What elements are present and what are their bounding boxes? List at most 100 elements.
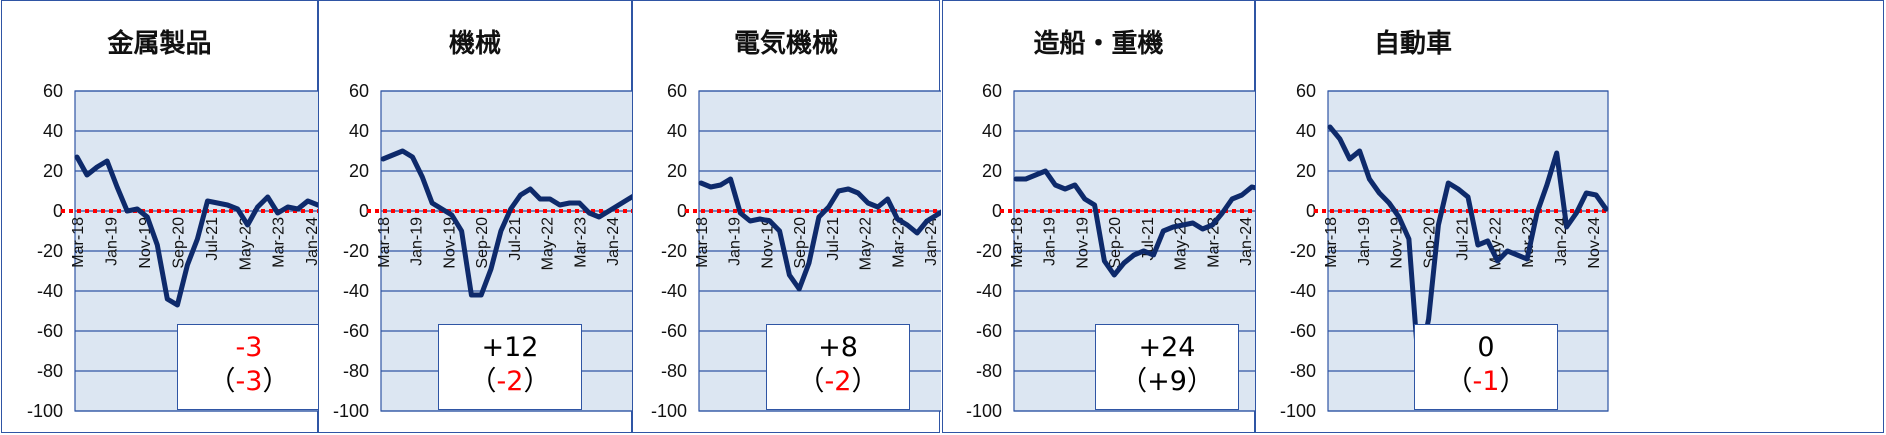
x-tick-label: Sep-20 [474,217,491,269]
x-tick-label: Nov-19 [759,217,776,269]
y-tick-label: -40 [661,281,687,301]
data-point [708,185,713,189]
x-tick-label: Jul-21 [1454,217,1471,261]
x-tick-label: Sep-20 [1107,217,1124,269]
data-point [1377,191,1382,195]
data-point [205,199,210,203]
data-point [924,219,929,223]
data-point [1092,203,1097,207]
data-point [1180,223,1185,227]
data-point [699,181,703,185]
di-change-value: +9 [1147,366,1187,397]
data-point [449,213,454,217]
x-tick-label: May-22 [540,217,557,270]
data-point [797,287,802,291]
y-tick-label: 40 [349,121,369,141]
data-point [1082,197,1087,201]
y-tick-label: 20 [1296,161,1316,181]
y-tick-label: 0 [992,201,1002,221]
data-point [728,177,733,181]
di-value: -3 [235,332,263,363]
y-tick-label: 0 [677,201,687,221]
data-point [1122,261,1127,265]
data-point [195,237,200,241]
panel-automobiles: 自動車 60 40 20 0 -20 -40 -60 -80 -100 Mar-18 Jan-19 N… [1255,0,1884,433]
data-point [305,199,310,203]
data-point [479,293,484,297]
x-tick-label: Mar-18 [694,217,711,268]
x-tick-label: Sep-20 [792,217,809,269]
panel-shipbuilding-heavy-machinery: 造船・重機 60 40 20 0 -20 -40 -60 -80 -100 Mar-18 Jan-1… [942,0,1256,433]
panel-metal-products: 金属製品 60 40 20 0 -20 -40 -60 -80 -100 Mar-18 Jan-19… [1,0,321,433]
x-tick-label: Jul-21 [507,217,524,261]
y-tick-label: -20 [661,241,687,261]
data-point [616,203,621,207]
data-point [1525,257,1530,261]
x-tick-label: Jul-21 [825,217,842,261]
panel-electrical-machinery: 電気機械 60 40 20 0 -20 -40 -60 -80 -100 Mar-18 Jan-19… [632,0,941,433]
data-point [75,155,79,159]
y-tick-label: 60 [43,81,63,101]
data-point [1554,151,1559,155]
data-point [1367,177,1372,181]
y-tick-label: -80 [1290,361,1316,381]
data-point [718,183,723,187]
data-point [1033,173,1038,177]
y-tick-label: -40 [37,281,63,301]
data-point [757,217,762,221]
data-point [439,207,444,211]
data-point [787,273,792,277]
y-tick-label: 40 [667,121,687,141]
data-point [1347,157,1352,161]
x-tick-label: Mar-18 [70,217,87,268]
panel-title: 電気機械 [733,28,838,58]
di-callout: +12 （-2） [438,324,582,410]
y-tick-label: -80 [343,361,369,381]
data-point [255,205,260,209]
data-point [557,203,562,207]
data-point [915,231,920,235]
data-point [1515,253,1520,257]
data-point [1190,221,1195,225]
panel-title: 自動車 [1373,28,1452,58]
x-tick-label: May-22 [237,217,254,270]
data-point [1387,201,1392,205]
x-tick-label: Mar-18 [376,217,393,268]
data-point [420,175,425,179]
di-change: （-3） [208,366,290,397]
x-tick-label: Nov-19 [1074,217,1091,269]
x-tick-label: May-22 [1173,217,1190,270]
y-tick-label: -100 [27,401,63,421]
x-tick-label: Mar-23 [1205,217,1222,268]
data-point [1063,187,1068,191]
y-tick-label: -20 [37,241,63,261]
di-change-value: -2 [496,366,524,397]
data-point [1584,191,1589,195]
panel-title: 金属製品 [107,28,212,58]
data-point [165,297,170,301]
data-point [135,207,140,211]
data-point [125,209,130,213]
data-point [1072,183,1077,187]
x-tick-label: Jan-19 [409,217,426,266]
data-point [295,207,300,211]
data-point [115,185,120,189]
y-tick-label: -100 [1280,401,1316,421]
data-point [1014,177,1018,181]
data-point [1131,253,1136,257]
data-point [430,201,435,205]
data-point [469,293,474,297]
y-tick-label: 0 [1306,201,1316,221]
di-value: 0 [1477,332,1495,363]
data-point [856,191,861,195]
y-tick-label: 0 [53,201,63,221]
data-point [1436,223,1441,227]
y-tick-label: -60 [976,321,1002,341]
y-tick-label: -80 [37,361,63,381]
data-point [606,209,611,213]
data-point [1466,195,1470,199]
data-point [738,211,743,215]
y-tick-label: 60 [667,81,687,101]
data-point [577,201,582,205]
data-point [285,205,290,209]
